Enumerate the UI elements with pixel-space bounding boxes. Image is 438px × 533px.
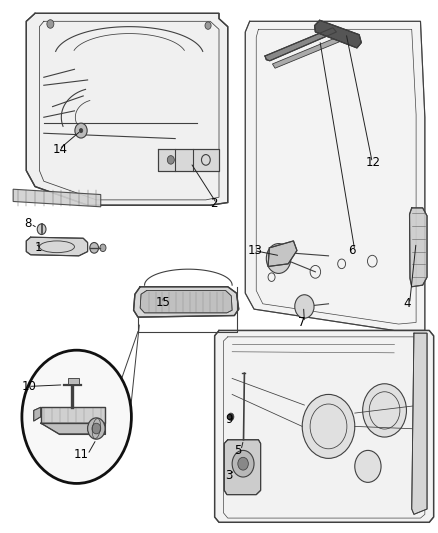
Polygon shape (34, 407, 41, 421)
Text: 15: 15 (155, 296, 170, 309)
Circle shape (92, 423, 101, 434)
Circle shape (22, 350, 131, 483)
Text: 5: 5 (234, 444, 242, 457)
Polygon shape (272, 36, 343, 68)
Circle shape (232, 450, 254, 477)
Circle shape (295, 295, 314, 318)
Circle shape (88, 418, 105, 439)
Polygon shape (265, 28, 336, 61)
Circle shape (47, 20, 54, 28)
Polygon shape (26, 237, 88, 256)
Text: 12: 12 (366, 156, 381, 169)
Polygon shape (215, 330, 434, 522)
Polygon shape (68, 378, 79, 384)
Polygon shape (134, 287, 239, 317)
Polygon shape (224, 440, 261, 495)
Circle shape (302, 394, 355, 458)
Circle shape (228, 413, 234, 421)
Circle shape (100, 244, 106, 252)
Polygon shape (410, 208, 427, 287)
Text: 1: 1 (35, 241, 42, 254)
Circle shape (37, 224, 46, 235)
Text: 4: 4 (403, 297, 410, 310)
Polygon shape (412, 333, 427, 514)
Polygon shape (314, 20, 361, 48)
Text: 8: 8 (24, 217, 32, 230)
Circle shape (75, 123, 87, 138)
Circle shape (167, 156, 174, 164)
Circle shape (90, 243, 99, 253)
Text: 6: 6 (348, 244, 356, 257)
Text: 13: 13 (247, 244, 262, 257)
Polygon shape (158, 149, 219, 171)
Text: 3: 3 (226, 469, 233, 482)
Polygon shape (268, 241, 297, 266)
Text: 9: 9 (226, 413, 233, 426)
Polygon shape (245, 21, 425, 330)
Circle shape (238, 457, 248, 470)
Polygon shape (13, 189, 101, 207)
Circle shape (363, 384, 406, 437)
Polygon shape (41, 423, 105, 434)
Text: 11: 11 (74, 448, 88, 461)
Polygon shape (26, 13, 228, 205)
Text: 10: 10 (22, 380, 37, 393)
Text: 14: 14 (53, 143, 67, 156)
Text: 7: 7 (298, 316, 305, 329)
Text: 2: 2 (210, 197, 218, 210)
Polygon shape (140, 290, 232, 313)
Circle shape (266, 244, 291, 273)
Circle shape (355, 450, 381, 482)
Polygon shape (41, 407, 105, 423)
Circle shape (79, 128, 83, 133)
Circle shape (205, 22, 211, 29)
